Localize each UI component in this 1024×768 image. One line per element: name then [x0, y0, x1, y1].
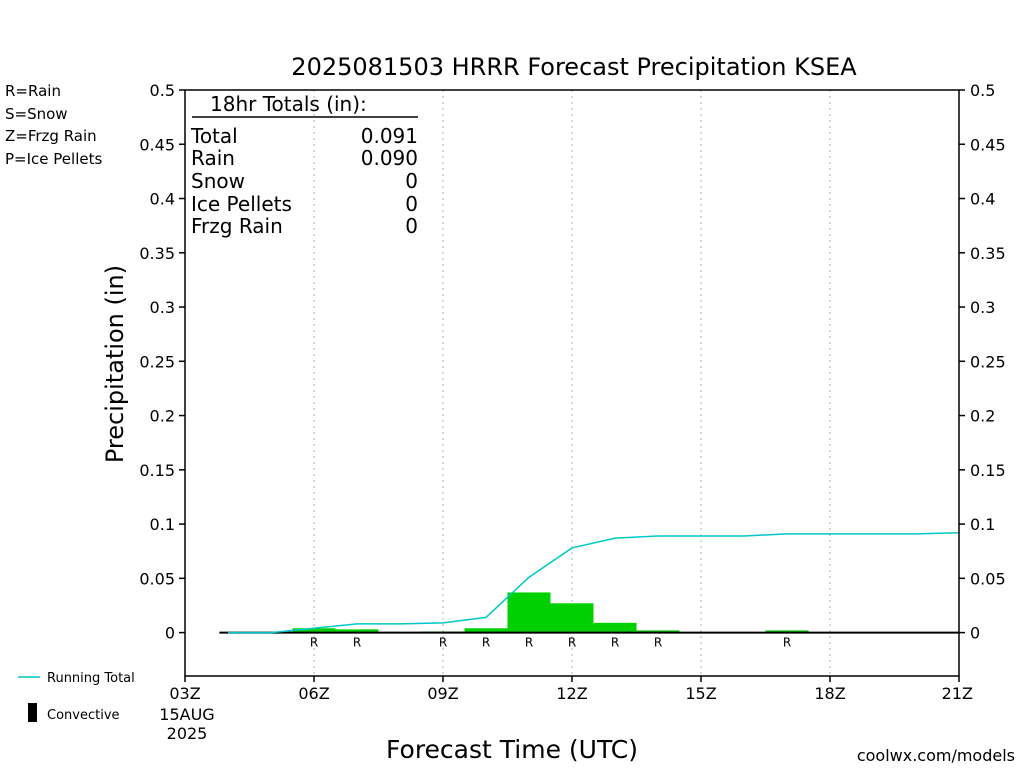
precip-bar — [636, 630, 680, 633]
y-tick-label-left: 0 — [165, 624, 175, 643]
y-tick-label-right: 0.15 — [970, 461, 1006, 480]
y-tick-label-left: 0.1 — [150, 515, 175, 534]
y-tick-label-right: 0.2 — [970, 407, 995, 426]
totals-label-frzg-rain: Frzg Rain — [191, 214, 283, 238]
y-tick-label-right: 0 — [970, 624, 980, 643]
x-tick-label: 18Z — [814, 684, 845, 703]
precip-bar — [765, 630, 809, 633]
convective-legend-label: Convective — [47, 708, 120, 723]
precip-bar — [335, 629, 379, 633]
x-start-date: 15AUG — [159, 705, 214, 724]
y-tick-label-left: 0.5 — [150, 81, 175, 100]
totals-box: 18hr Totals (in): Total 0.091 Rain 0.090… — [190, 92, 418, 238]
x-tick-label: 09Z — [427, 684, 458, 703]
legend-frzg-rain: Z=Frzg Rain — [5, 127, 97, 145]
y-tick-label-left: 0.05 — [139, 569, 175, 588]
totals-value-ice-pellets: 0 — [405, 192, 418, 216]
totals-heading: 18hr Totals (in): — [210, 92, 367, 116]
totals-value-total: 0.091 — [361, 124, 418, 148]
totals-value-snow: 0 — [405, 169, 418, 193]
y-tick-label-right: 0.1 — [970, 515, 995, 534]
x-tick-label: 03Z — [169, 684, 200, 703]
ptype-marker: R — [310, 636, 318, 650]
x-start-year: 2025 — [167, 724, 208, 743]
y-tick-label-right: 0.05 — [970, 569, 1006, 588]
x-axis-label: Forecast Time (UTC) — [386, 735, 638, 764]
credit-text: coolwx.com/models — [857, 746, 1015, 765]
x-tick-label: 06Z — [298, 684, 329, 703]
ptype-marker: R — [482, 636, 490, 650]
y-tick-label-left: 0.15 — [139, 461, 175, 480]
running-total-line-group — [228, 532, 960, 634]
y-axis-left-ticks: 0 0.05 0.1 0.15 0.2 0.25 0.3 0.35 0.4 0.45 0.5 — [139, 81, 185, 643]
x-axis-ticks: 03Z 06Z 09Z 12Z 15Z 18Z 21Z — [169, 676, 973, 703]
y-tick-label-right: 0.35 — [970, 244, 1006, 263]
ptype-marker: R — [353, 636, 361, 650]
precip-bar — [464, 628, 508, 633]
totals-label-ice-pellets: Ice Pellets — [191, 192, 292, 216]
legend-ice-pellets: P=Ice Pellets — [5, 150, 102, 168]
totals-value-rain: 0.090 — [361, 146, 418, 170]
x-tick-label: 21Z — [942, 684, 973, 703]
y-tick-label-right: 0.3 — [970, 298, 995, 317]
y-axis-label: Precipitation (in) — [101, 265, 129, 463]
ptype-marker: R — [568, 636, 576, 650]
y-tick-label-left: 0.3 — [150, 298, 175, 317]
y-tick-label-right: 0.5 — [970, 81, 995, 100]
precip-bar — [292, 628, 336, 633]
totals-label-total: Total — [190, 124, 238, 148]
precip-bar — [593, 622, 637, 633]
convective-legend-swatch — [28, 703, 37, 722]
precip-bar — [507, 592, 551, 633]
running-total-line — [228, 532, 960, 634]
ptype-legend: R=Rain S=Snow Z=Frzg Rain P=Ice Pellets — [5, 82, 102, 168]
y-axis-right-ticks: 0 0.05 0.1 0.15 0.2 0.25 0.3 0.35 0.4 0.45 0.5 — [959, 81, 1006, 643]
y-tick-label-right: 0.25 — [970, 352, 1006, 371]
totals-label-snow: Snow — [191, 169, 245, 193]
y-tick-label-right: 0.45 — [970, 135, 1006, 154]
precip-bars — [292, 592, 809, 633]
y-tick-label-left: 0.25 — [139, 352, 175, 371]
y-tick-label-left: 0.35 — [139, 244, 175, 263]
ptype-marker: R — [611, 636, 619, 650]
line-legend: Running Total Convective — [18, 671, 135, 723]
totals-value-frzg-rain: 0 — [405, 214, 418, 238]
y-tick-label-left: 0.45 — [139, 135, 175, 154]
legend-snow: S=Snow — [5, 105, 68, 123]
ptype-marker: R — [783, 636, 791, 650]
ptype-marker: R — [654, 636, 662, 650]
y-tick-label-left: 0.4 — [150, 190, 175, 209]
running-total-legend-label: Running Total — [47, 671, 135, 686]
legend-rain: R=Rain — [5, 82, 61, 100]
totals-label-rain: Rain — [191, 146, 235, 170]
ptype-marker: R — [439, 636, 447, 650]
y-tick-label-right: 0.4 — [970, 190, 995, 209]
x-tick-label: 12Z — [556, 684, 587, 703]
ptype-marker: R — [525, 636, 533, 650]
x-tick-label: 15Z — [685, 684, 716, 703]
chart-title: 2025081503 HRRR Forecast Precipitation K… — [291, 53, 857, 81]
y-tick-label-left: 0.2 — [150, 407, 175, 426]
precip-bar — [550, 603, 594, 633]
plot-grid — [313, 90, 831, 676]
